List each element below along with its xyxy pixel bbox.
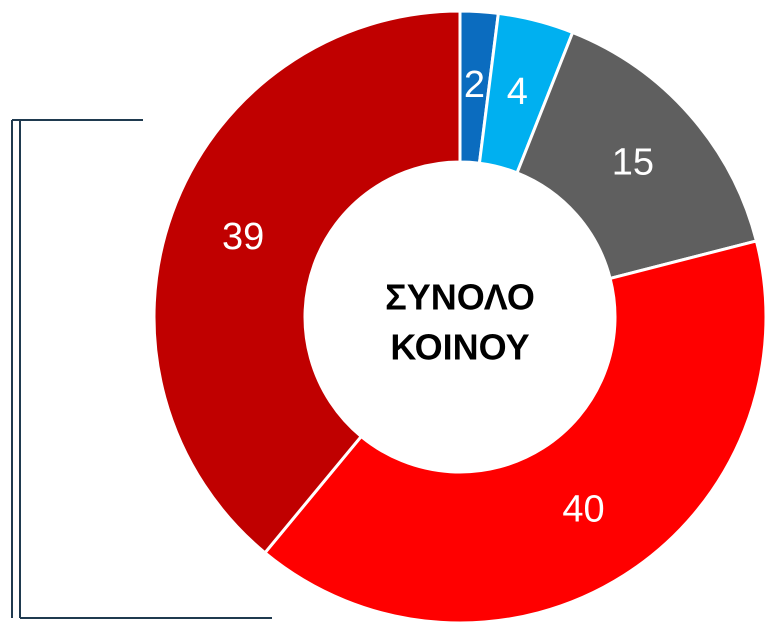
center-text: ΣΥΝΟΛΟ bbox=[385, 277, 535, 318]
donut-slice bbox=[262, 239, 767, 625]
bracket bbox=[11, 119, 272, 619]
data-label: 15 bbox=[612, 142, 654, 184]
donut-slice bbox=[152, 9, 462, 555]
center-text: ΚΟΙΝΟΥ bbox=[390, 327, 529, 368]
data-label: 4 bbox=[507, 71, 528, 113]
data-label: 39 bbox=[222, 216, 264, 258]
data-label: 40 bbox=[562, 489, 604, 531]
slices bbox=[152, 9, 767, 625]
labels: 2 4 15 40 39 bbox=[222, 64, 654, 531]
data-label: 2 bbox=[464, 64, 485, 106]
donut-slice bbox=[515, 30, 759, 281]
